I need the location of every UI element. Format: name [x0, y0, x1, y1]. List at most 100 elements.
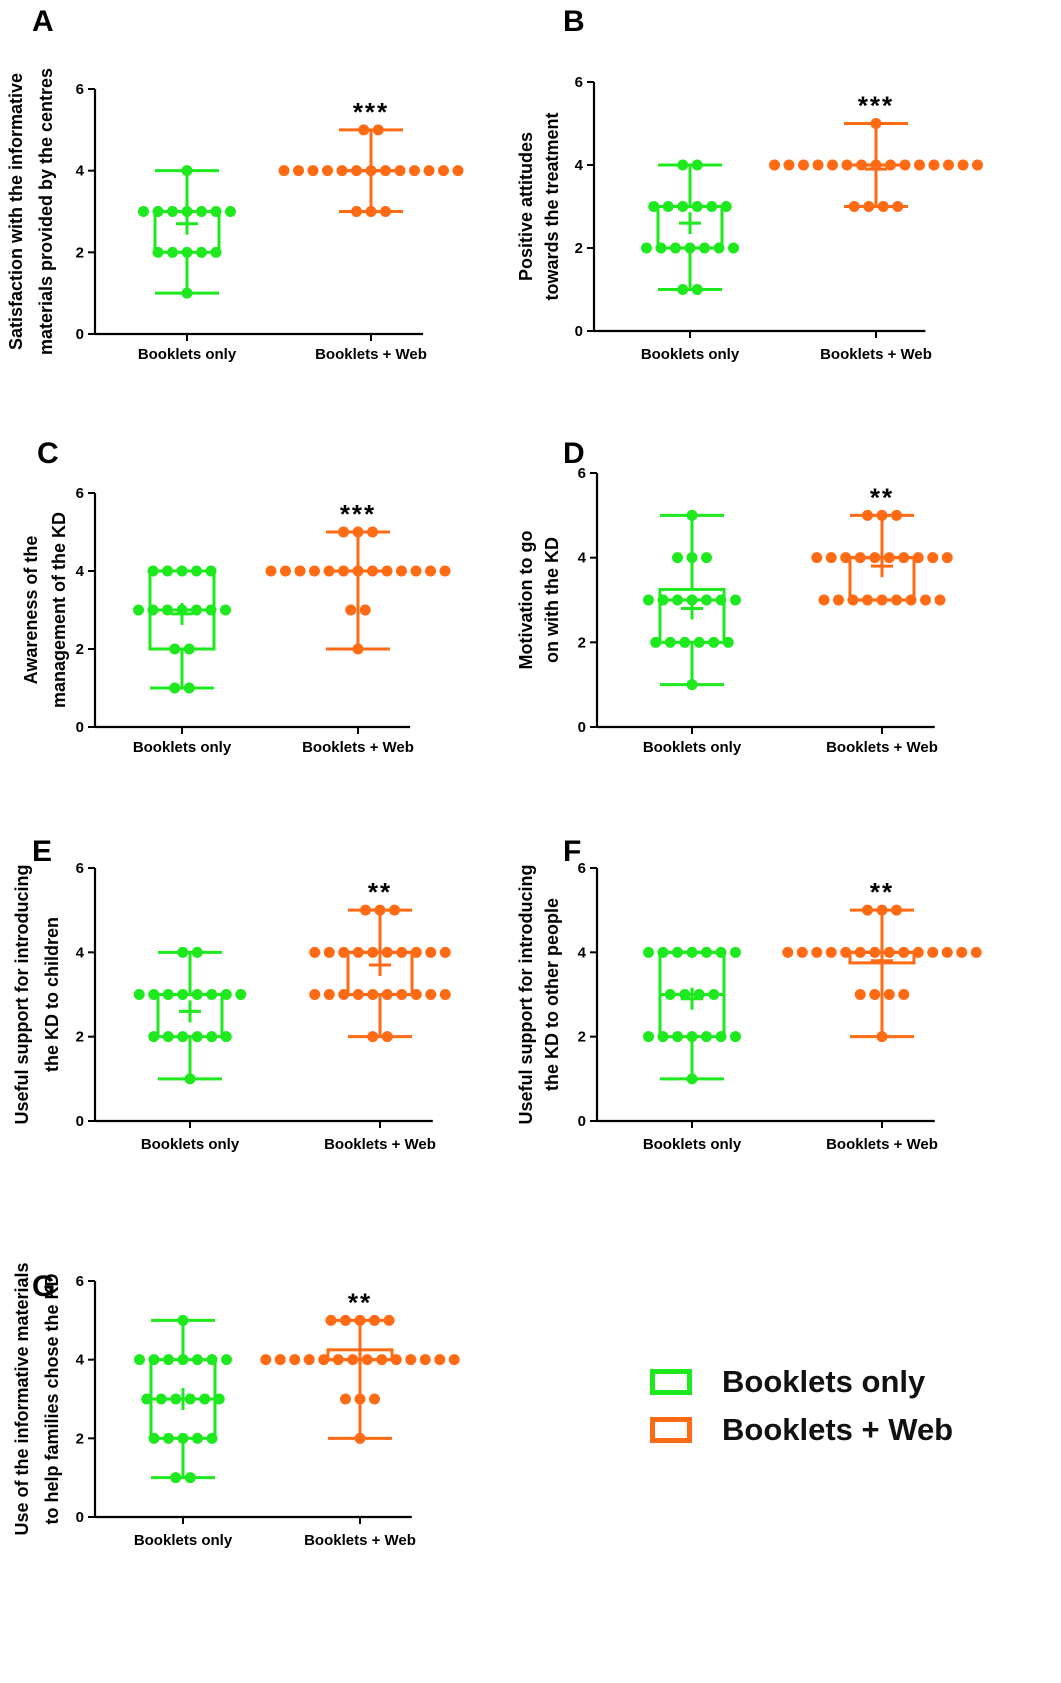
panel-e-booklets-web-point [396, 946, 408, 958]
panel-g-booklets-web-point [354, 1393, 366, 1405]
panel-g-booklets-only-point [177, 1432, 189, 1444]
panel-g-booklets-only-point [148, 1354, 160, 1366]
panel-a-booklets-web-point [351, 206, 362, 217]
panel-b-booklets-web-point [943, 159, 954, 171]
panel-g-booklets-web-point [332, 1354, 344, 1366]
panel-a-booklets-web-point [452, 165, 464, 177]
panel-d-x-tick-label: Booklets + Web [826, 739, 938, 756]
panel-f-booklets-only-point [730, 946, 741, 958]
panel-b-booklets-web-point [928, 159, 940, 171]
panel-b-y-tick-label: 2 [575, 240, 583, 257]
panel-c-booklets-only-point [220, 604, 231, 616]
panel-a-booklets-only-point [181, 165, 193, 177]
panel-letter-g: G [32, 1270, 56, 1303]
panel-e-booklets-web-point [338, 989, 350, 1000]
panel-f-y-tick-label: 4 [578, 944, 587, 961]
panel-d-booklets-web-point [876, 594, 888, 606]
panel-c-x-tick-label: Booklets + Web [302, 739, 414, 756]
panel-g-booklets-web-point [303, 1354, 315, 1366]
panel-g-x-tick-label: Booklets + Web [304, 1532, 416, 1549]
panel-a-booklets-only-point [210, 206, 222, 217]
panel-e-booklets-only-point [162, 1031, 174, 1043]
panel-d-booklets-web-point [811, 552, 823, 564]
panel-b-booklets-web-point [841, 159, 853, 171]
panel-c-booklets-only-point [191, 565, 202, 577]
panel-f-y-tick-label: 2 [578, 1029, 586, 1046]
panel-e-booklets-only-point [220, 1031, 232, 1043]
panel-b-booklets-web-point [914, 159, 925, 171]
panel-b-booklets-only-point [677, 201, 689, 212]
panel-b-booklets-only-point [706, 201, 718, 212]
panel-f-y-tick-label: 0 [578, 1113, 586, 1130]
panel-f-booklets-web-point [782, 946, 794, 958]
panel-d-booklets-web-point [833, 594, 844, 606]
panel-letter-e: E [32, 835, 53, 868]
panel-d-booklets-web-point [927, 552, 939, 564]
panel-f-booklets-only-point [693, 989, 705, 1000]
panel-d-y-tick-label: 0 [578, 719, 586, 736]
panel-b-booklets-web-point [885, 159, 896, 171]
panel-a-booklets-web-point [336, 165, 348, 177]
panel-e-booklets-web-point [381, 946, 393, 958]
panel-e-booklets-web-point [360, 904, 371, 916]
panel-e-booklets-web-point [381, 1031, 393, 1043]
legend: Booklets only Booklets + Web [650, 1358, 953, 1454]
panel-g-booklets-web-point [340, 1393, 351, 1405]
panel-b-booklets-web-point [827, 159, 838, 171]
panel-a-booklets-web-point [358, 124, 370, 136]
panel-c-y-tick-label: 0 [76, 719, 84, 736]
panel-d-booklets-web-point [934, 594, 946, 606]
panel-b-y-label-line-2: towards the treatment [542, 112, 562, 300]
panel-c-booklets-web-point [352, 526, 364, 538]
panel-e-booklets-only-point [206, 989, 218, 1000]
panel-e-booklets-web-point [381, 989, 393, 1000]
panel-d-booklets-only-point [722, 636, 734, 648]
panel-b-booklets-only-point [648, 201, 660, 212]
panel-f-significance: ** [870, 877, 894, 907]
panel-e-booklets-web-point [352, 946, 364, 958]
panel-e-booklets-web-point [425, 989, 437, 1000]
panel-c-booklets-web-point [345, 604, 357, 616]
panel-d-booklets-only-point [715, 594, 727, 606]
panel-g-booklets-web-point [289, 1354, 301, 1366]
panel-e-x-tick-label: Booklets only [141, 1136, 240, 1153]
panel-f-booklets-web-point [927, 946, 939, 958]
panel-a-y-tick-label: 4 [76, 163, 85, 180]
panel-c-booklets-only-point [162, 565, 173, 577]
panel-b-booklets-web-point [769, 159, 780, 171]
panel-c-y-label-line-1: Awareness of the [21, 536, 41, 685]
panel-b-booklets-only-point [655, 242, 667, 254]
panel-a-booklets-only-point [167, 246, 178, 258]
panel-d-booklets-only-point [686, 594, 698, 606]
panel-a-booklets-web-point [380, 206, 391, 217]
panel-a-booklets-only-point [225, 206, 236, 217]
legend-label-booklets-web: Booklets + Web [722, 1412, 954, 1447]
panel-c-booklets-web-point [265, 565, 277, 577]
panel-a-booklets-web-point [409, 165, 420, 177]
panel-c-booklets-web-point [309, 565, 320, 577]
panel-g-significance: ** [348, 1287, 372, 1317]
panel-b-y-tick-label: 4 [575, 157, 584, 174]
panel-c-y-tick-label: 4 [76, 563, 85, 580]
panel-d-booklets-web-point [862, 509, 873, 521]
panel-g-booklets-web-point [340, 1314, 351, 1326]
panel-d-booklets-only-point [664, 636, 676, 648]
panel-c-booklets-web-point [367, 526, 378, 538]
panel-g-booklets-web-point [369, 1314, 380, 1326]
panel-b-booklets-web-point [892, 201, 904, 212]
panel-e-booklets-only-point [177, 1031, 189, 1043]
panel-f-booklets-web-point [912, 946, 924, 958]
panel-f-booklets-web-point [956, 946, 968, 958]
panel-f-booklets-only-point [686, 1073, 698, 1085]
panel-g-booklets-web-point [383, 1314, 395, 1326]
panel-a-booklets-web-point [278, 165, 290, 177]
panel-g-booklets-only-point [170, 1472, 182, 1484]
panel-g-booklets-web-point [448, 1354, 460, 1366]
panel-a-booklets-web-point [380, 165, 391, 177]
panel-g-booklets-web-point [369, 1393, 380, 1405]
panel-f-booklets-web-point [898, 989, 910, 1000]
panel-letter-d: D [563, 437, 585, 470]
panel-a-booklets-web-point [351, 165, 362, 177]
panel-c-booklets-only-point [183, 643, 195, 655]
legend-item-booklets-only: Booklets only [650, 1358, 953, 1406]
